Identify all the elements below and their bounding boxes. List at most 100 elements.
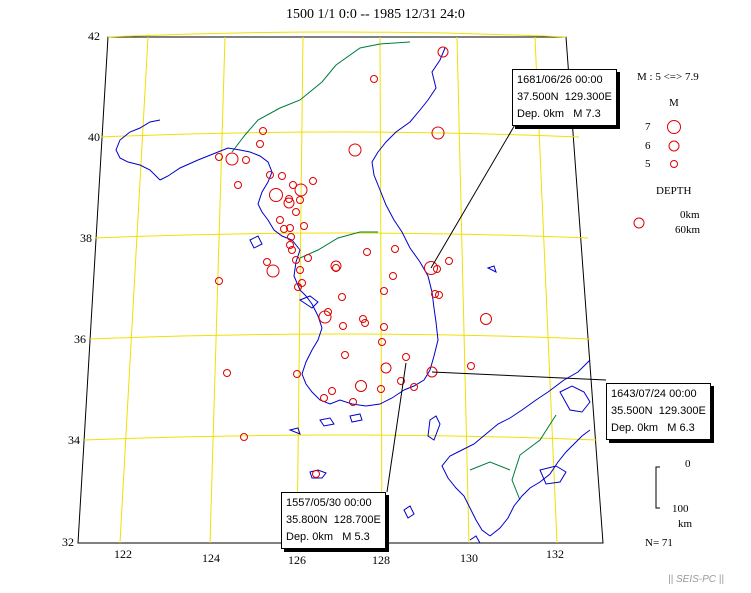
- epicenter-marker: [320, 394, 328, 402]
- legend-mag-5-label: 5: [645, 158, 651, 170]
- legend-magnitude-symbols: [633, 120, 681, 229]
- callout-leaders: [386, 122, 607, 493]
- epicenter-marker: [349, 398, 357, 406]
- legend-mag-5-symbol: [670, 160, 678, 168]
- event-lat: 35.500N: [611, 405, 653, 417]
- epicenter-marker: [280, 225, 288, 233]
- border-lines: [231, 41, 557, 501]
- legend-depth-symbol: [633, 217, 645, 229]
- epicenter-marker: [293, 370, 301, 378]
- epicenter-marker: [263, 258, 271, 266]
- epicenter-marker: [294, 183, 308, 197]
- epicenter-marker: [424, 261, 438, 275]
- epicenter-marker: [296, 266, 304, 274]
- epicenter-marker: [259, 127, 267, 135]
- epicenter-marker: [286, 224, 294, 232]
- epicenter-marker: [269, 188, 283, 202]
- epicenter-marker: [370, 75, 378, 83]
- event-depth: Dep. 0km: [517, 108, 565, 120]
- event-lon: 129.300E: [564, 91, 612, 103]
- epicenter-marker: [397, 377, 405, 385]
- legend-depth-max: 60km: [675, 224, 701, 236]
- lat-label-32: 32: [62, 535, 74, 549]
- event-depth: Dep. 0km: [286, 531, 334, 543]
- epicenter-marker: [286, 241, 294, 249]
- lon-label-130: 130: [460, 551, 478, 565]
- lat-label-34: 34: [68, 433, 80, 447]
- epicenter-marker: [324, 308, 332, 316]
- epicenter-marker: [304, 254, 312, 262]
- event-lat: 35.800N: [286, 514, 328, 526]
- epicenter-marker: [391, 245, 399, 253]
- epicenter-marker: [467, 362, 475, 370]
- epicenter-marker: [215, 277, 223, 285]
- epicenter-marker: [341, 351, 349, 359]
- event-magnitude: M 7.3: [573, 108, 601, 120]
- scale-top-label: 0: [685, 458, 691, 470]
- event-date: 1643/07/24 00:00: [611, 388, 697, 400]
- magnitude-range: M : 5 <=> 7.9: [637, 71, 699, 83]
- epicenter-marker: [361, 319, 369, 327]
- epicenter-marker: [402, 353, 410, 361]
- legend-mag-7-symbol: [667, 120, 681, 134]
- map-frame: [77, 36, 604, 544]
- legend-mag-6-symbol: [668, 140, 680, 152]
- epicenter-marker: [348, 143, 362, 157]
- event-magnitude: M 6.3: [667, 422, 695, 434]
- event-lon: 128.700E: [333, 514, 381, 526]
- epicenter-marker: [256, 140, 264, 148]
- epicenter-marker: [445, 257, 453, 265]
- epicenter-marker: [300, 222, 308, 230]
- epicenter-marker: [380, 362, 392, 374]
- lat-label-38: 38: [80, 231, 92, 245]
- epicenter-marker: [225, 152, 239, 166]
- epicenter-marker: [355, 380, 367, 392]
- epicenter-marker: [435, 291, 443, 299]
- epicenter-marker: [296, 196, 304, 204]
- lon-label-124: 124: [202, 551, 220, 565]
- epicenter-marker: [283, 197, 295, 209]
- event-magnitude: M 5.3: [342, 531, 370, 543]
- lat-label-42: 42: [88, 29, 100, 43]
- epicenter-marker: [410, 383, 418, 391]
- epicenter-marker: [318, 310, 332, 324]
- epicenter-marker: [292, 208, 300, 216]
- lat-label-36: 36: [74, 332, 86, 346]
- lon-label-128: 128: [372, 553, 390, 567]
- epicenter-marker: [309, 177, 317, 185]
- epicenter-marker: [480, 313, 492, 325]
- epicenter-marker: [278, 172, 286, 180]
- legend-depth-min: 0km: [680, 209, 700, 221]
- epicenter-marker: [378, 338, 386, 346]
- lat-label-40: 40: [88, 130, 100, 144]
- epicenter-marker: [276, 216, 284, 224]
- epicenter-marker: [380, 323, 388, 331]
- event-depth: Dep. 0km: [611, 422, 659, 434]
- lon-label-122: 122: [114, 547, 132, 561]
- event-count: N= 71: [645, 537, 673, 549]
- event-lat: 37.500N: [517, 91, 559, 103]
- epicenter-marker: [328, 387, 336, 395]
- epicenter-marker: [359, 315, 367, 323]
- epicenter-marker: [433, 265, 441, 273]
- event-date: 1681/06/26 00:00: [517, 74, 603, 86]
- event-callout-1643: 1643/07/24 00:00 35.500N 129.300E Dep. 0…: [606, 383, 711, 440]
- time-range-title: 1500 1/1 0:0 -- 1985 12/31 24:0: [286, 7, 465, 22]
- epicenter-marker: [266, 264, 280, 278]
- epicenter-marker: [377, 385, 385, 393]
- epicenter-marker: [380, 287, 388, 295]
- epicenter-marker: [292, 256, 300, 264]
- scale-unit-label: km: [678, 518, 693, 530]
- scale-bottom-label: 100: [672, 503, 689, 515]
- coastlines: [115, 47, 591, 544]
- epicenter-marker: [431, 126, 445, 140]
- epicenter-marker: [234, 181, 242, 189]
- epicenter-marker: [431, 290, 439, 298]
- event-date: 1557/05/30 00:00: [286, 497, 372, 509]
- event-lon: 129.300E: [658, 405, 706, 417]
- epicenter-markers: [215, 46, 492, 478]
- legend-mag-6-label: 6: [645, 140, 651, 152]
- epicenter-marker: [289, 181, 297, 189]
- epicenter-marker: [363, 248, 371, 256]
- epicenter-marker: [288, 246, 296, 254]
